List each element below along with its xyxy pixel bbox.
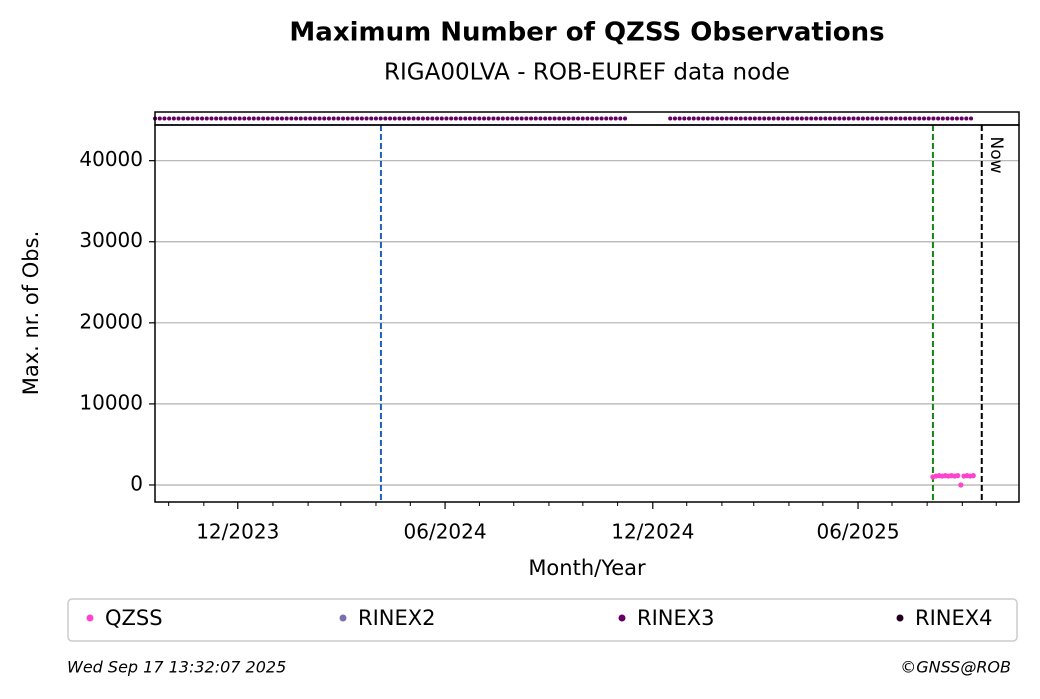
chart-subtitle: RIGA00LVA - ROB-EUREF data node <box>384 60 790 86</box>
x-tick-label: 12/2023 <box>196 520 279 544</box>
data-point <box>955 473 961 479</box>
legend-label: RINEX2 <box>358 606 436 630</box>
data-point <box>958 482 964 488</box>
y-axis-label: Max. nr. of Obs. <box>19 231 43 396</box>
legend-label: RINEX3 <box>637 606 715 630</box>
x-tick-label: 06/2024 <box>404 520 487 544</box>
footer-credit: ©GNSS@ROB <box>900 658 1011 677</box>
reference-label: Now <box>986 136 1006 173</box>
x-axis-label: Month/Year <box>528 556 646 580</box>
strip-frame <box>154 111 1020 126</box>
footer-timestamp: Wed Sep 17 13:32:07 2025 <box>67 658 286 677</box>
legend-box <box>67 598 1018 642</box>
plot-frame <box>154 124 1020 503</box>
y-tick-label: 10000 <box>79 390 143 414</box>
legend-label: RINEX4 <box>915 606 993 630</box>
x-tick-label: 12/2024 <box>611 520 694 544</box>
x-tick-label: 06/2025 <box>816 520 899 544</box>
legend-marker <box>339 614 347 622</box>
data-point <box>970 473 976 479</box>
y-tick-label: 0 <box>130 471 143 495</box>
legend-marker <box>896 614 904 622</box>
y-tick-label: 40000 <box>79 147 143 171</box>
legend-label: QZSS <box>105 606 163 630</box>
y-tick-label: 30000 <box>79 228 143 252</box>
y-tick-label: 20000 <box>79 309 143 333</box>
chart-title: Maximum Number of QZSS Observations <box>289 18 884 48</box>
legend-marker <box>86 614 94 622</box>
legend-marker <box>618 614 626 622</box>
